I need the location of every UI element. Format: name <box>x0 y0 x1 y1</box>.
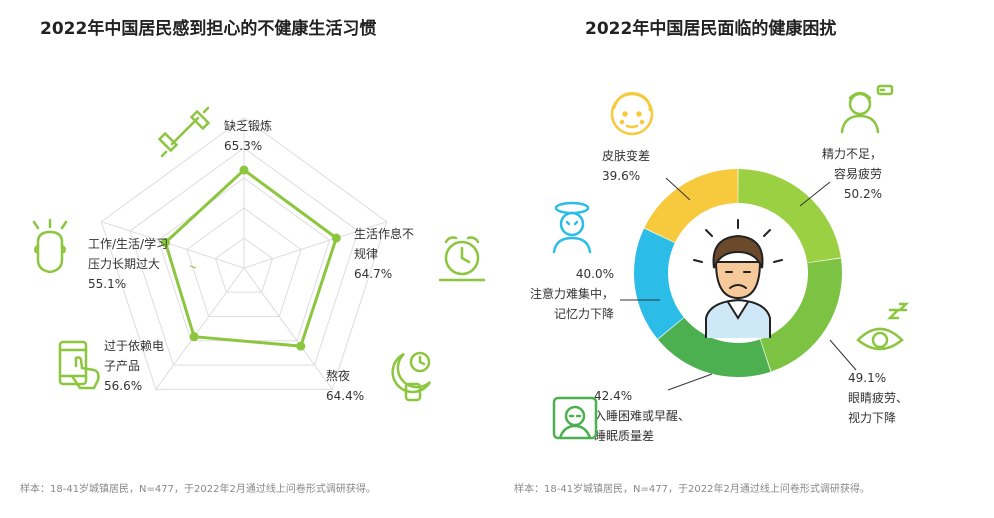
donut-label-energy: 精力不足， 容易疲劳 50.2% <box>822 144 882 204</box>
alarm-clock-icon <box>436 228 488 284</box>
radar-label-exercise: 缺乏锻炼 65.3% <box>224 116 272 156</box>
donut-label-sleep: 42.4% 入睡困难或早醒、 睡眠质量差 <box>594 386 690 446</box>
donut-label-eyes: 49.1% 眼睛疲劳、 视力下降 <box>848 368 908 428</box>
donut-label-attention: 40.0% 注意力难集中， 记忆力下降 <box>530 264 614 324</box>
stressed-head-icon <box>26 218 74 278</box>
donut-label-skin: 皮肤变差 39.6% <box>602 146 650 186</box>
radar-point-1 <box>240 166 249 175</box>
eye-icon <box>852 300 912 360</box>
radar-point-2 <box>332 234 341 243</box>
dumbbell-icon <box>158 104 212 158</box>
phone-hand-icon <box>54 336 104 392</box>
worried-man-icon <box>686 218 790 338</box>
tired-person-icon <box>838 82 896 134</box>
radar-axis-4 <box>156 268 244 389</box>
right-chart-source-note: 样本：18-41岁城镇居民，N=477，于2022年2月通过线上问卷形式调研获得… <box>514 480 870 495</box>
left-chart-source-note: 样本：18-41岁城镇居民，N=477，于2022年2月通过线上问卷形式调研获得… <box>20 480 376 495</box>
sleep-person-icon <box>550 392 600 444</box>
radar-label-devices: 过于依赖电 子产品 56.6% <box>104 336 164 396</box>
radar-label-stayup: 熬夜 64.4% <box>326 366 364 406</box>
night-icon <box>384 346 438 404</box>
radar-point-3 <box>296 342 305 351</box>
dizzy-person-icon <box>546 198 598 254</box>
radar-label-schedule: 生活作息不 规律 64.7% <box>354 224 414 284</box>
face-skin-icon <box>604 84 660 140</box>
radar-point-4 <box>190 332 199 341</box>
radar-label-pressure: 工作/生活/学习 压力长期过大 55.1% <box>88 234 168 294</box>
